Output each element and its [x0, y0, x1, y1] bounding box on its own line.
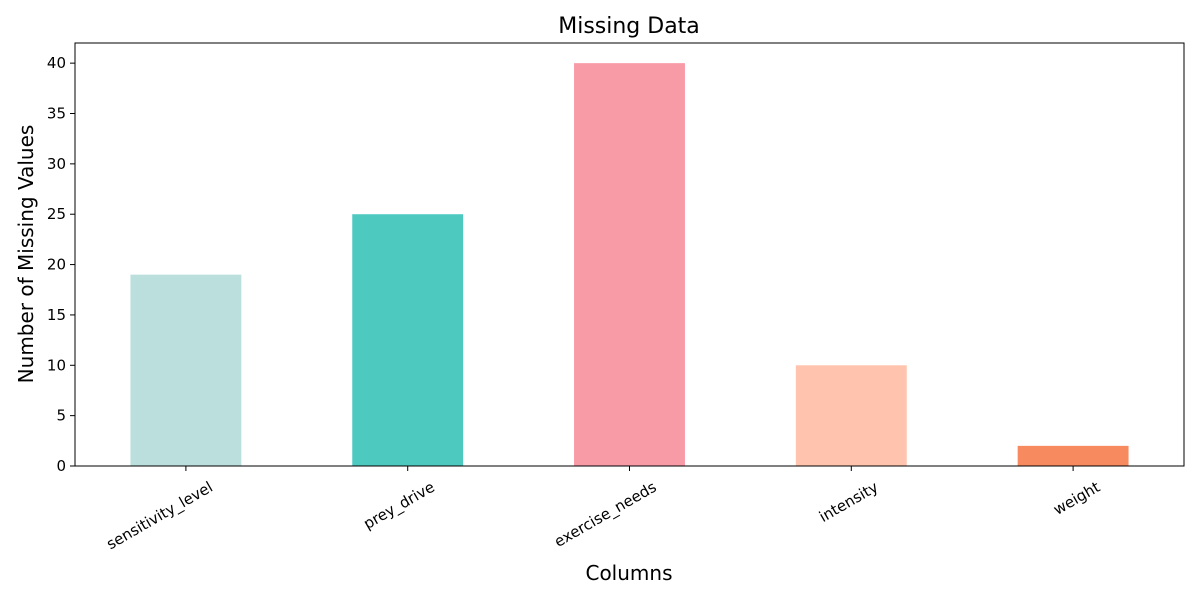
- bar-intensity: [795, 365, 907, 466]
- bar-prey-drive: [352, 214, 464, 466]
- y-axis: 0 5 10 15 20 25 30 35 40: [47, 54, 75, 475]
- y-axis-label: Number of Missing Values: [14, 125, 38, 384]
- x-tick-label: sensitivity_level: [103, 478, 216, 554]
- bars-layer: [130, 63, 1129, 467]
- bar-sensitivity-level: [130, 274, 242, 466]
- chart-title: Missing Data: [558, 14, 700, 39]
- y-tick-label: 10: [47, 356, 66, 374]
- bar-exercise-needs: [574, 63, 685, 467]
- x-axis: sensitivity_level prey_drive exercise_need…: [103, 466, 1103, 554]
- plot-frame: [74, 42, 1185, 467]
- x-tick-label: weight: [1050, 478, 1103, 519]
- x-axis-label: Columns: [585, 561, 672, 585]
- y-tick-label: 35: [47, 105, 66, 123]
- x-tick-label: exercise_needs: [551, 478, 660, 552]
- bar-weight: [1017, 445, 1129, 466]
- y-tick-label: 15: [47, 306, 66, 324]
- x-tick-label: intensity: [816, 478, 881, 526]
- y-tick-label: 40: [47, 54, 66, 72]
- y-tick-label: 20: [47, 256, 66, 274]
- y-tick-label: 30: [47, 155, 66, 173]
- y-tick-label: 0: [56, 457, 66, 475]
- x-tick-label: prey_drive: [360, 478, 438, 534]
- y-tick-label: 5: [56, 407, 66, 425]
- y-tick-label: 25: [47, 205, 66, 223]
